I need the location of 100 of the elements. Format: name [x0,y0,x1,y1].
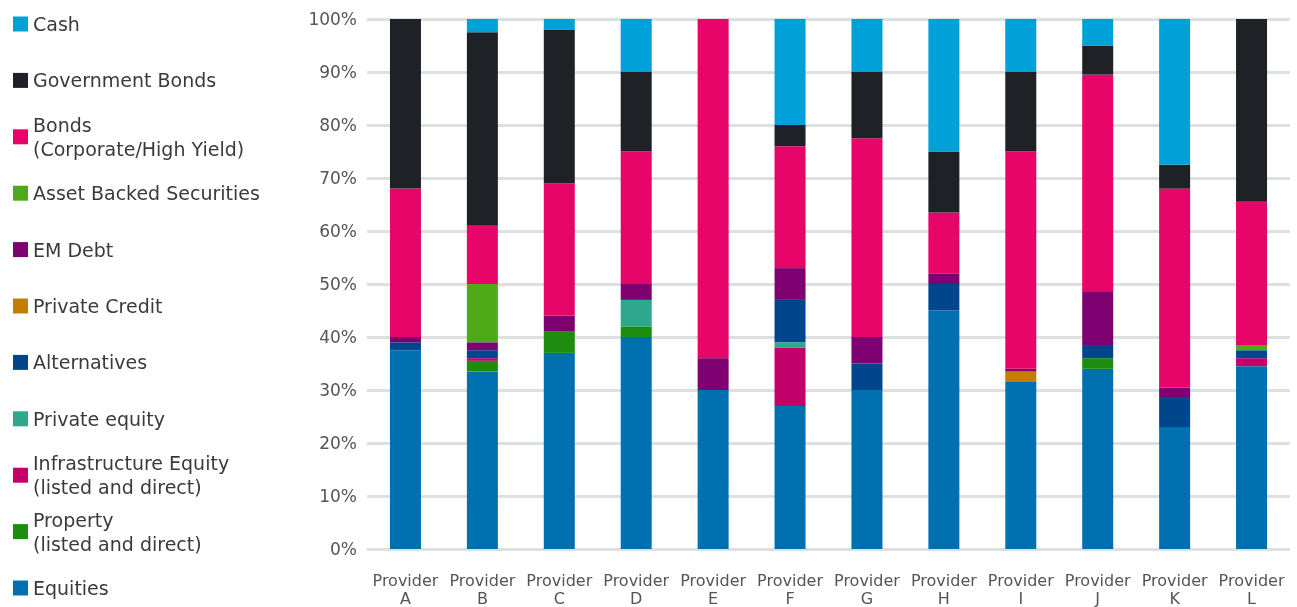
bar [1159,188,1191,388]
bar [1005,19,1037,72]
bar [851,390,883,549]
bar [543,183,575,316]
bar [543,315,575,332]
bar [1082,45,1114,75]
bar [466,371,498,549]
bar [697,390,729,549]
y-tick-label: 60% [319,221,357,241]
bar [620,299,652,327]
bar [1159,164,1191,189]
legend-label: Cash [33,13,80,35]
legend-label: EM Debt [33,238,114,261]
bar [774,125,806,147]
legend-label: Alternatives [33,351,148,374]
legend-label: Equities [33,577,109,599]
bar [620,326,652,337]
bar [466,358,498,361]
bar [928,151,960,213]
legend-label: Asset Backed Securities [33,182,260,205]
bar [389,342,421,351]
bar [851,19,883,72]
bar [851,138,883,337]
bar [697,358,729,390]
bar [928,284,960,311]
bar [774,405,806,549]
bar [1236,350,1268,359]
bar [851,337,883,364]
bar [851,72,883,139]
y-tick-label: 80% [319,115,357,135]
bar [466,284,498,343]
x-tick-label: Provider L [1218,570,1285,607]
bar [1082,358,1114,369]
x-tick-label: Provider A [372,570,439,607]
x-tick-label: Provider F [757,570,824,607]
y-tick-label: 90% [319,62,357,82]
bar [466,225,498,284]
bar [389,19,421,189]
x-tick-label: Provider B [449,570,516,607]
y-tick-label: 30% [319,380,357,400]
y-tick-label: 10% [319,486,357,506]
bar [928,212,960,274]
bar [466,32,498,226]
y-tick-label: 20% [319,433,357,453]
bar [928,273,960,284]
bar [1082,74,1114,292]
bar [1159,387,1191,398]
bar [1082,291,1114,345]
x-tick-label: Provider K [1141,570,1208,607]
bar [1005,371,1037,383]
bar [774,19,806,125]
bar [620,151,652,284]
legend-label: Bonds (Corporate/High Yield) [33,113,245,160]
bar [774,268,806,300]
bar [1236,201,1268,345]
bar [774,299,806,343]
bar [620,284,652,300]
bar [389,337,421,343]
x-tick-label: Provider H [910,570,978,607]
bar [620,19,652,72]
x-tick-label: Provider J [1064,570,1132,607]
bar [1159,427,1191,549]
legend-label: Government Bonds [33,69,217,92]
legend-label: Private equity [33,407,166,430]
bar [851,363,883,390]
bar [928,310,960,549]
bar [1082,19,1114,46]
bar [697,19,729,359]
bar [1159,19,1191,165]
bar [466,360,498,372]
bar [1236,344,1268,351]
bar [543,331,575,353]
bar [774,347,806,406]
y-tick-label: 40% [319,327,357,347]
bar [774,146,806,269]
bar [620,337,652,549]
y-tick-label: 0% [330,539,357,559]
x-tick-label: Provider C [526,570,593,607]
bar [466,350,498,359]
legend-label: Private Credit [33,295,163,317]
bar [1236,19,1268,202]
legend-label: Property (listed and direct) [33,508,202,555]
bar [928,19,960,152]
bar [1236,366,1268,549]
bar [620,72,652,152]
bar [1005,151,1037,369]
bar [1159,397,1191,428]
bar [1236,358,1268,367]
bar [543,29,575,184]
x-tick-label: Provider I [987,570,1055,607]
y-tick-label: 70% [319,168,357,188]
x-tick-label: Provider G [834,570,901,607]
legend-label: Infrastructure Equity (listed and direct) [33,452,230,499]
x-tick-label: Provider D [603,570,670,607]
bar [1005,382,1037,549]
bar [466,19,498,33]
bar [1082,368,1114,549]
bar [466,342,498,351]
x-tick-label: Provider E [680,570,747,607]
bar [389,350,421,549]
